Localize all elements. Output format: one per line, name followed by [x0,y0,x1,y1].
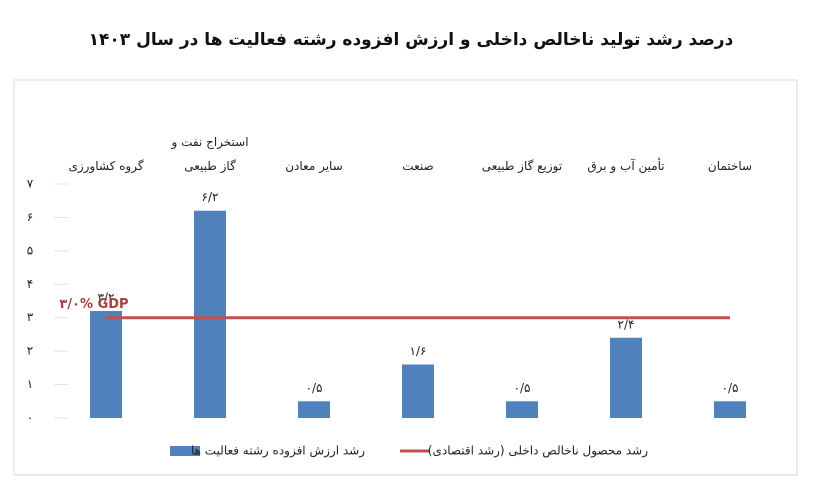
legend-swatch [170,446,200,456]
legend-label: رشد محصول ناخالص داخلی (رشد اقتصادی) [428,444,648,459]
value-label: ۰/۵ [722,381,739,395]
x-category-label: استخراج نفت و گاز طبیعی [171,135,249,173]
value-label: ۲/۴ [618,317,635,331]
y-tick-label: ۰ [27,411,33,425]
x-category-label: صنعت [402,159,434,173]
x-category-label: ساختمان [707,159,753,173]
y-tick-label: ۲ [27,344,33,358]
y-tick-label: ۷ [27,177,34,191]
value-label: ۶/۲ [202,190,219,204]
bar [298,401,330,418]
x-category-label: گروه کشاورزی [68,159,144,173]
y-tick-label: ۱ [27,377,33,391]
value-label: ۰/۵ [306,381,323,395]
chart-frame [13,79,798,476]
bar [90,311,122,418]
bar [714,401,746,418]
bar [506,401,538,418]
value-label: ۳/۲ [98,291,115,305]
value-label: ۰/۵ [514,381,531,395]
y-tick-label: ۳ [27,310,34,324]
bar [610,337,642,418]
x-category-label: توزیع گاز طبیعی [481,159,563,173]
bar [194,210,226,418]
x-category-label: سایر معادن [285,159,343,173]
x-category-label: تأمین آب و برق [587,159,665,173]
y-tick-label: ۴ [27,277,33,291]
legend-label: رشد ارزش افزوده رشته فعالیت ها [191,444,365,459]
y-tick-label: ۵ [27,243,33,257]
bar [402,364,434,418]
y-tick-label: ۶ [27,210,33,224]
annotation: ۳/۰% GDP [59,297,128,312]
chart-title: درصد رشد تولید ناخالص داخلی و ارزش افزود… [88,30,734,50]
value-label: ۱/۶ [410,344,427,358]
